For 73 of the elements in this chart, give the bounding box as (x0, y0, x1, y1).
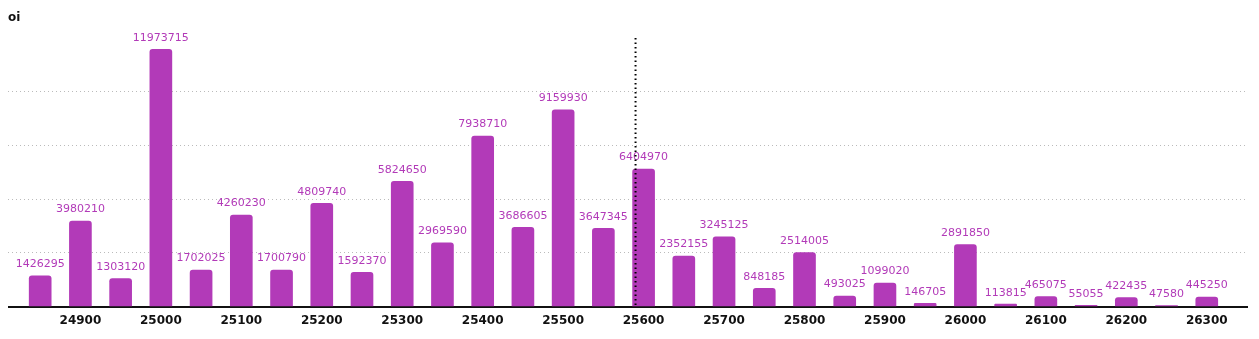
bar (1195, 296, 1219, 307)
data-label: 2352155 (659, 237, 709, 251)
bar (471, 135, 495, 307)
bar (270, 269, 293, 307)
data-label: 2891850 (940, 225, 990, 239)
data-label: 11973715 (132, 30, 189, 44)
x-tick-label: 24900 (59, 312, 102, 327)
data-label: 7938710 (458, 117, 508, 131)
x-tick-label: 25400 (461, 312, 504, 327)
data-label: 493025 (823, 277, 866, 291)
data-label: 3245125 (699, 218, 749, 232)
bar (672, 255, 696, 307)
bar (954, 244, 977, 307)
x-tick-label: 25600 (622, 312, 665, 327)
bar (1034, 296, 1058, 307)
bar (873, 282, 897, 307)
bar (28, 275, 52, 307)
x-tick-label: 25300 (381, 312, 424, 327)
bar (833, 295, 857, 307)
bar (310, 202, 334, 307)
bar (431, 242, 454, 307)
bar (109, 278, 132, 307)
x-tick-label: 25100 (220, 312, 263, 327)
y-axis-title: oi (8, 10, 21, 25)
bar (551, 109, 575, 307)
x-tick-label: 26100 (1024, 312, 1067, 327)
bar (229, 214, 253, 307)
data-label: 113815 (984, 285, 1027, 299)
data-label: 5824650 (377, 162, 427, 176)
bar (350, 272, 374, 307)
bar (149, 48, 173, 307)
data-label: 422435 (1105, 278, 1148, 292)
data-label: 47580 (1149, 286, 1185, 300)
bar (69, 220, 92, 307)
x-tick-label: 25800 (783, 312, 826, 327)
x-tick-label: 26000 (944, 312, 987, 327)
data-label: 3647345 (578, 209, 628, 223)
data-label: 445250 (1185, 278, 1228, 292)
data-label: 848185 (743, 269, 786, 283)
x-tick-label: 25000 (139, 312, 182, 327)
x-tick-label: 25500 (542, 312, 585, 327)
data-label: 4260230 (216, 196, 266, 210)
bar (511, 227, 535, 307)
x-tick-label: 25700 (703, 312, 745, 327)
data-label: 1592370 (337, 253, 387, 267)
data-label: 4809740 (297, 184, 347, 198)
data-label: 55055 (1068, 286, 1104, 300)
data-label: 465075 (1024, 277, 1067, 291)
data-label: 146705 (904, 284, 947, 298)
data-label: 2514005 (780, 233, 829, 247)
data-label: 1099020 (860, 264, 910, 278)
bar (592, 227, 615, 307)
data-label: 1303120 (96, 259, 146, 273)
bar (189, 269, 213, 307)
data-label: 1702025 (176, 251, 226, 265)
bar (712, 236, 736, 307)
data-label: 3980210 (55, 202, 105, 216)
bar (793, 252, 816, 307)
bar (913, 303, 937, 307)
data-label: 3686605 (498, 208, 548, 222)
data-label: 1426295 (15, 257, 65, 271)
bar (632, 168, 655, 307)
data-label: 2969590 (417, 224, 467, 238)
x-tick-label: 25900 (864, 312, 906, 327)
x-tick-label: 25200 (300, 312, 343, 327)
x-tick-label: 26300 (1185, 312, 1228, 327)
x-tick-label: 26200 (1105, 312, 1148, 327)
bar (752, 288, 776, 307)
bar (1114, 297, 1138, 307)
data-label: 6404970 (619, 150, 669, 164)
data-label: 9159930 (538, 91, 588, 105)
bar (390, 181, 414, 307)
data-label: 1700790 (257, 251, 307, 265)
